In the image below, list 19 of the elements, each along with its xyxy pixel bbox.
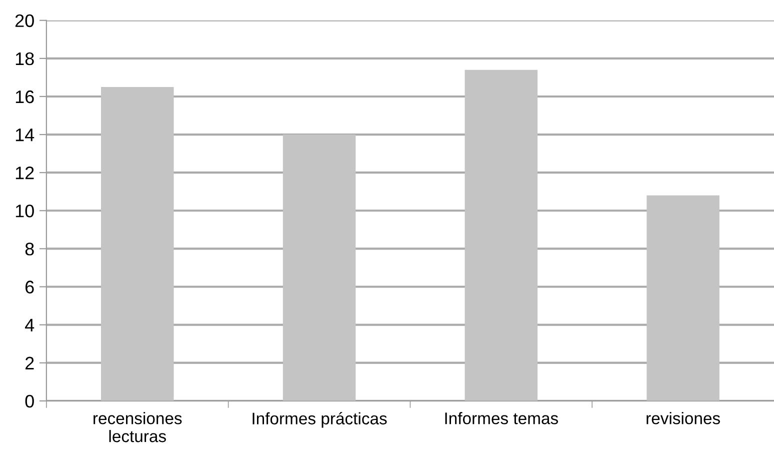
x-tick-label: Informes temas	[445, 412, 558, 424]
y-tick-label: 10	[16, 204, 34, 218]
y-tick-label: 8	[25, 242, 34, 256]
bar	[646, 195, 720, 401]
y-tick-label: 2	[26, 356, 34, 370]
bar	[101, 86, 174, 401]
y-tick-label: 14	[16, 128, 34, 142]
bar	[464, 70, 538, 401]
y-tick-label: 18	[16, 52, 34, 66]
y-tick-label: 16	[16, 90, 34, 104]
x-tick-label: recensiones lecturas	[94, 412, 182, 442]
x-tick-label: Informes prácticas	[252, 412, 387, 428]
y-tick-label: 4	[25, 318, 34, 332]
y-tick-label: 6	[26, 280, 34, 294]
y-tick-label: 0	[25, 394, 34, 408]
bar	[282, 134, 356, 401]
y-tick-label: 20	[15, 14, 34, 28]
y-tick-label: 12	[16, 166, 34, 180]
x-tick-label: revisiones	[646, 412, 720, 424]
